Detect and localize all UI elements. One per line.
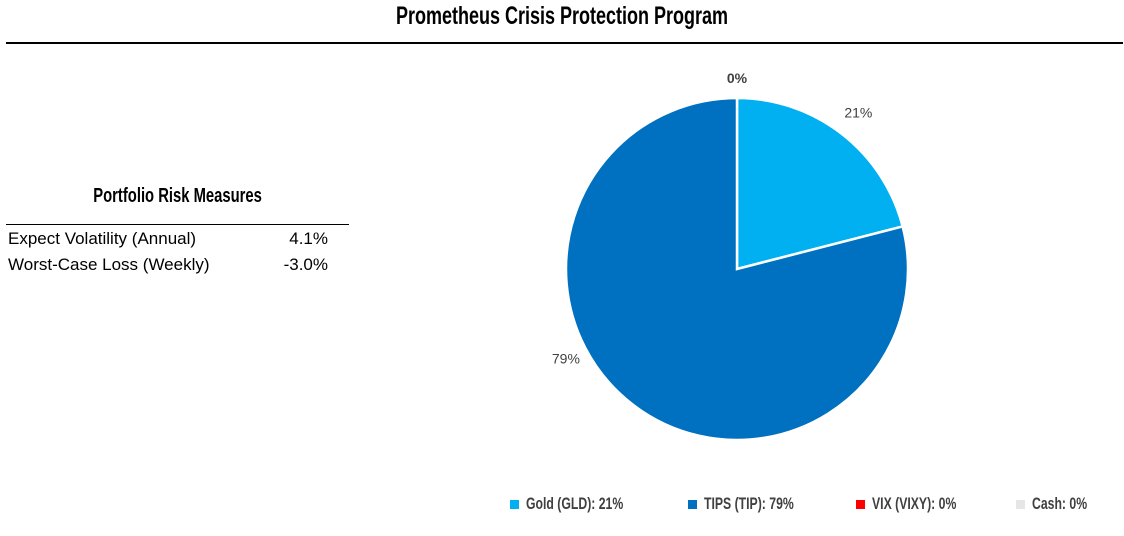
legend-swatch-vix	[855, 499, 865, 509]
legend-item-vix: VIX (VIXY): 0%	[855, 494, 989, 514]
legend-swatch-gold	[510, 499, 519, 509]
risk-measures-heading: Portfolio Risk Measures	[93, 185, 262, 207]
chart-legend: Gold (GLD): 21% TIPS (TIP): 79% VIX (VIX…	[510, 493, 1124, 515]
pie-label-tips-tip: 79%	[552, 350, 580, 366]
risk-value: -3.0%	[283, 255, 328, 274]
risk-label: Expect Volatility (Annual)	[8, 229, 197, 248]
risk-row-volatility: Expect Volatility (Annual) 4.1%	[8, 229, 348, 253]
legend-text-tips: TIPS (TIP): 79%	[704, 494, 794, 513]
title-divider	[6, 42, 1123, 44]
legend-swatch-cash	[1015, 499, 1025, 509]
pie-slice-gold-gld	[735, 96, 905, 271]
pie-slice-tips-tip	[564, 96, 910, 442]
risk-label: Worst-Case Loss (Weekly)	[8, 255, 210, 274]
legend-swatch-tips	[688, 499, 698, 509]
page-title: Prometheus Crisis Protection Program	[395, 2, 729, 30]
legend-item-gold: Gold (GLD): 21%	[510, 494, 661, 514]
legend-text-gold: Gold (GLD): 21%	[526, 494, 624, 513]
legend-item-tips: TIPS (TIP): 79%	[688, 494, 829, 514]
legend-item-cash: Cash: 0%	[1015, 494, 1109, 514]
legend-text-vix: VIX (VIXY): 0%	[871, 494, 957, 513]
risk-measures-divider	[6, 224, 349, 225]
pie-label-vix-vixy: 0%	[727, 70, 748, 86]
legend-text-cash: Cash: 0%	[1031, 494, 1087, 513]
risk-value: 4.1%	[289, 229, 328, 248]
risk-row-worst-case-loss: Worst-Case Loss (Weekly) -3.0%	[8, 255, 348, 279]
pie-label-gold-gld: 21%	[844, 105, 872, 121]
